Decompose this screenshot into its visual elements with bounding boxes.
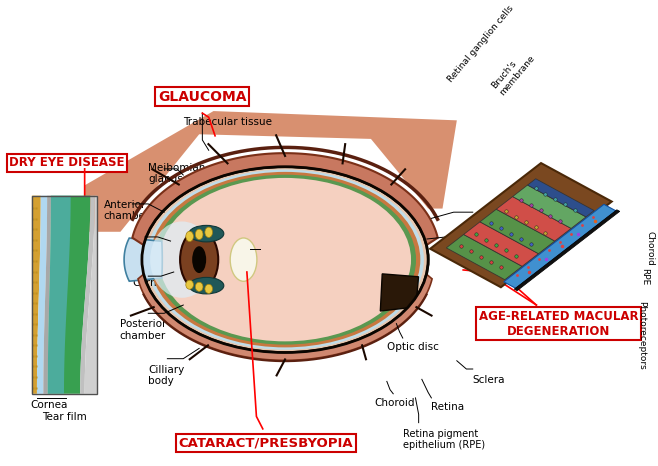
Text: Retina: Retina (432, 402, 465, 412)
Ellipse shape (146, 170, 424, 350)
Polygon shape (380, 274, 418, 311)
Text: Tear film: Tear film (42, 412, 87, 422)
Text: Lens: Lens (251, 245, 275, 255)
Ellipse shape (230, 238, 257, 281)
Polygon shape (446, 234, 522, 280)
Polygon shape (48, 196, 70, 394)
Text: Iris: Iris (132, 235, 148, 245)
Ellipse shape (150, 221, 214, 298)
Text: GLAUCOMA: GLAUCOMA (158, 89, 247, 103)
Text: Cornea: Cornea (132, 278, 170, 288)
Polygon shape (124, 238, 163, 281)
Polygon shape (528, 179, 594, 217)
Polygon shape (514, 210, 620, 291)
Polygon shape (85, 196, 97, 394)
Polygon shape (504, 204, 616, 288)
Ellipse shape (159, 178, 411, 342)
Polygon shape (132, 153, 438, 245)
Polygon shape (85, 111, 457, 232)
Polygon shape (43, 196, 51, 394)
Text: Bruch's
membrane: Bruch's membrane (490, 47, 536, 97)
Text: Retina pigment
epithelium (RPE): Retina pigment epithelium (RPE) (403, 429, 485, 451)
Text: Vitreus: Vitreus (476, 214, 513, 224)
Text: Posterior
chamber: Posterior chamber (120, 320, 166, 341)
Polygon shape (80, 196, 95, 394)
Text: Cornea: Cornea (30, 400, 68, 410)
Polygon shape (464, 222, 538, 266)
Text: DRY EYE DISEASE: DRY EYE DISEASE (9, 156, 124, 169)
Polygon shape (430, 163, 612, 287)
Ellipse shape (186, 280, 193, 289)
Ellipse shape (186, 231, 193, 241)
Ellipse shape (189, 277, 224, 294)
Text: Choroid: Choroid (374, 398, 415, 408)
Text: Cilliary
body: Cilliary body (148, 365, 184, 386)
Ellipse shape (192, 246, 206, 273)
Ellipse shape (180, 230, 218, 289)
Polygon shape (48, 196, 90, 394)
Text: AGE-RELATED MACULAR
DEGENERATION: AGE-RELATED MACULAR DEGENERATION (479, 309, 638, 337)
Text: Choroid: Choroid (645, 231, 654, 266)
Text: Photoreceptors: Photoreceptors (638, 301, 646, 370)
Text: RPE: RPE (641, 268, 649, 285)
Ellipse shape (189, 226, 224, 242)
Text: CATARACT/PRESBYOPIA: CATARACT/PRESBYOPIA (179, 437, 353, 450)
Ellipse shape (205, 227, 213, 238)
Ellipse shape (142, 167, 428, 352)
Text: Optic disc: Optic disc (387, 342, 439, 352)
Polygon shape (480, 209, 555, 254)
Text: Macula,
fovea
centralis: Macula, fovea centralis (495, 241, 540, 274)
Text: Anterior
chamber: Anterior chamber (104, 200, 150, 221)
Polygon shape (37, 196, 47, 394)
Ellipse shape (150, 172, 420, 347)
Polygon shape (138, 274, 432, 360)
Text: Trabecular tissue: Trabecular tissue (184, 117, 272, 127)
Text: Sclera: Sclera (472, 375, 505, 385)
Ellipse shape (154, 175, 416, 345)
Ellipse shape (195, 282, 203, 291)
Text: Meibomian
glands: Meibomian glands (148, 163, 206, 184)
Text: Retinal ganglion cells: Retinal ganglion cells (446, 4, 515, 84)
Polygon shape (32, 196, 41, 394)
Polygon shape (496, 197, 571, 241)
Polygon shape (513, 185, 586, 228)
Ellipse shape (195, 229, 203, 240)
Ellipse shape (205, 284, 213, 294)
